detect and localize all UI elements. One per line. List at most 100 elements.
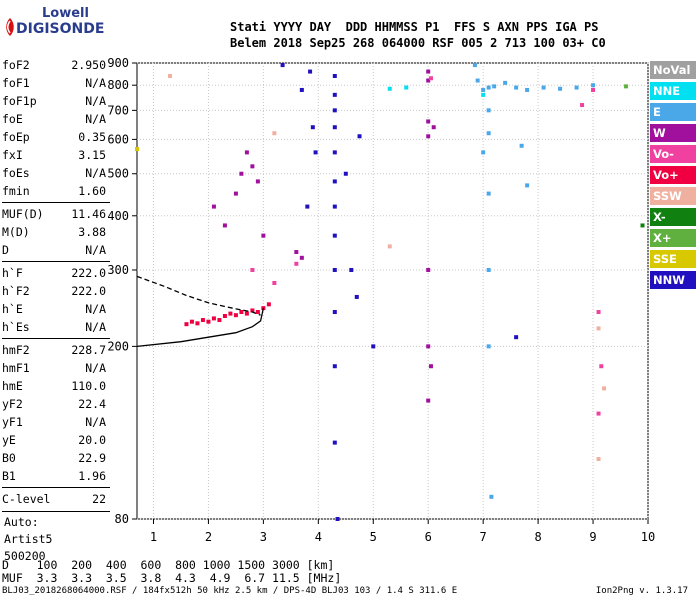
data-point <box>250 164 255 169</box>
x-tick-label: 5 <box>370 530 377 544</box>
data-point <box>428 364 433 369</box>
x-tick-label: 9 <box>589 530 596 544</box>
parameter-name: yE <box>2 433 16 447</box>
legend-item: E <box>650 103 696 121</box>
data-point <box>426 134 431 139</box>
x-tick-label: 10 <box>641 530 655 544</box>
data-point <box>580 103 585 108</box>
parameter-row: foF2 2.950 <box>2 56 106 74</box>
data-point <box>310 125 315 130</box>
data-point <box>244 150 249 155</box>
legend-item: NoVal <box>650 61 696 79</box>
data-point <box>591 87 596 92</box>
data-point <box>308 69 313 74</box>
parameter-name: M(D) <box>2 225 30 239</box>
data-point <box>261 233 266 238</box>
parameter-row: hmE 110.0 <box>2 377 106 395</box>
parameter-value: N/A <box>85 76 106 90</box>
parameter-value: N/A <box>85 166 106 180</box>
logo-line1: Lowell <box>42 6 89 21</box>
data-point <box>239 171 244 176</box>
data-point <box>250 308 255 313</box>
data-point <box>486 344 491 349</box>
parameter-row: yE 20.0 <box>2 431 106 449</box>
parameter-name: foF1 <box>2 76 30 90</box>
parameter-name: C-level <box>2 492 51 506</box>
data-point <box>255 179 260 184</box>
parameter-value: N/A <box>85 361 106 375</box>
data-point <box>486 85 491 90</box>
y-tick-label: 400 <box>107 209 129 223</box>
legend-item: NNW <box>650 271 696 289</box>
header-line2: Belem 2018 Sep25 268 064000 RSF 005 2 71… <box>230 36 606 50</box>
data-point <box>233 313 238 318</box>
data-point <box>472 63 477 68</box>
parameter-value: 22 <box>92 492 106 506</box>
data-point <box>599 364 604 369</box>
data-point <box>428 76 433 81</box>
parameter-row: yF1 N/A <box>2 413 106 431</box>
upper-dashed-curve <box>136 275 261 316</box>
parameter-value: N/A <box>85 112 106 126</box>
parameter-separator <box>2 202 110 203</box>
parameter-separator <box>2 261 110 262</box>
data-point <box>332 364 337 369</box>
data-point <box>313 150 318 155</box>
y-tick-label: 800 <box>107 78 129 92</box>
data-point <box>596 326 601 331</box>
data-point <box>250 267 255 272</box>
data-point <box>239 310 244 315</box>
data-point <box>426 78 431 83</box>
parameter-row: foEp 0.35 <box>2 128 106 146</box>
parameter-value: 20.0 <box>78 433 106 447</box>
data-point <box>541 85 546 90</box>
parameter-name: hmE <box>2 379 23 393</box>
data-point <box>299 87 304 92</box>
data-point <box>640 223 645 228</box>
parameter-value: N/A <box>85 243 106 257</box>
data-point <box>217 318 222 323</box>
parameter-row: B0 22.9 <box>2 449 106 467</box>
data-point <box>596 411 601 416</box>
parameter-row: B1 1.96 <box>2 467 106 485</box>
parameter-name: h`F2 <box>2 284 30 298</box>
parameter-name: foF1p <box>2 94 37 108</box>
data-point <box>525 87 530 92</box>
parameter-row: C-level 22 <box>2 490 106 508</box>
data-point <box>404 85 409 90</box>
parameter-value: 0.35 <box>78 130 106 144</box>
parameter-row: fxI 3.15 <box>2 146 106 164</box>
parameter-value: N/A <box>85 415 106 429</box>
x-tick-label: 3 <box>260 530 267 544</box>
data-point <box>228 311 233 316</box>
autoscale-info: Auto: <box>4 515 39 529</box>
data-point <box>305 204 310 209</box>
parameter-name: h`E <box>2 302 23 316</box>
parameter-name: D <box>2 243 9 257</box>
data-point <box>624 84 629 89</box>
data-point <box>486 108 491 113</box>
data-point <box>280 63 285 68</box>
parameter-value: 1.96 <box>78 469 106 483</box>
data-point <box>332 92 337 97</box>
legend-item: X- <box>650 208 696 226</box>
legend-item: Vo+ <box>650 166 696 184</box>
parameter-row: foF1 N/A <box>2 74 106 92</box>
parameter-name: fxI <box>2 148 23 162</box>
parameter-row: h`E N/A <box>2 300 106 318</box>
muf-row: MUF 3.3 3.3 3.5 3.8 4.3 4.9 6.7 11.5 [MH… <box>2 571 342 585</box>
legend-item: NNE <box>650 82 696 100</box>
data-point <box>514 85 519 90</box>
parameter-name: fmin <box>2 184 30 198</box>
data-point <box>211 204 216 209</box>
data-point <box>596 310 601 315</box>
parameter-row: hmF2 228.7 <box>2 341 106 359</box>
data-point <box>272 280 277 285</box>
data-point <box>426 119 431 124</box>
data-point <box>211 316 216 321</box>
legend-item: X+ <box>650 229 696 247</box>
x-tick-label: 2 <box>205 530 212 544</box>
data-point <box>387 244 392 249</box>
y-tick-label: 500 <box>107 167 129 181</box>
